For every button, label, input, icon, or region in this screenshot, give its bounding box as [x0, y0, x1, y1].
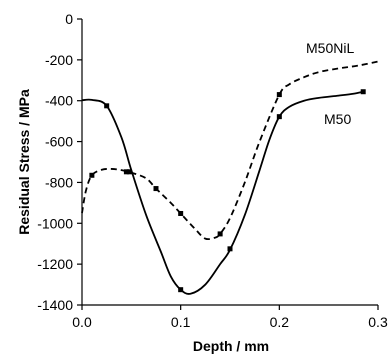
data-point-m50nil: [123, 169, 129, 175]
series-label-m50: M50: [324, 111, 351, 127]
y-tick-label: -1000: [37, 215, 73, 231]
data-point-m50nil: [89, 172, 95, 178]
y-tick-label: -1200: [37, 256, 73, 272]
series-line-m50: [81, 90, 364, 295]
series-label-m50nil: M50NiL: [306, 40, 354, 56]
data-point-m50: [126, 169, 132, 175]
x-tick-label: 0.3: [368, 314, 388, 330]
y-tick-label: -400: [45, 93, 73, 109]
data-point-m50: [227, 246, 233, 252]
data-point-m50nil: [276, 92, 282, 98]
x-tick-label: 0.1: [171, 314, 191, 330]
y-tick-label: -200: [45, 52, 73, 68]
y-tick-label: -800: [45, 174, 73, 190]
data-point-m50nil: [217, 231, 223, 237]
data-point-m50: [276, 114, 282, 120]
x-tick-label: 0.0: [72, 314, 92, 330]
x-tick-label: 0.2: [270, 314, 290, 330]
data-point-m50: [178, 287, 184, 293]
data-point-m50nil: [178, 210, 184, 216]
x-axis-title: Depth / mm: [193, 338, 269, 354]
data-point-m50: [104, 103, 110, 109]
data-point-m50nil: [153, 186, 159, 192]
y-tick-label: -1400: [37, 297, 73, 313]
series-line-m50nil: [81, 60, 379, 241]
y-axis-title: Residual Stress / MPa: [16, 89, 32, 235]
y-tick-label: -600: [45, 134, 73, 150]
plot-area: [81, 60, 379, 295]
data-point-m50: [360, 89, 366, 95]
y-tick-label: 0: [65, 11, 73, 27]
